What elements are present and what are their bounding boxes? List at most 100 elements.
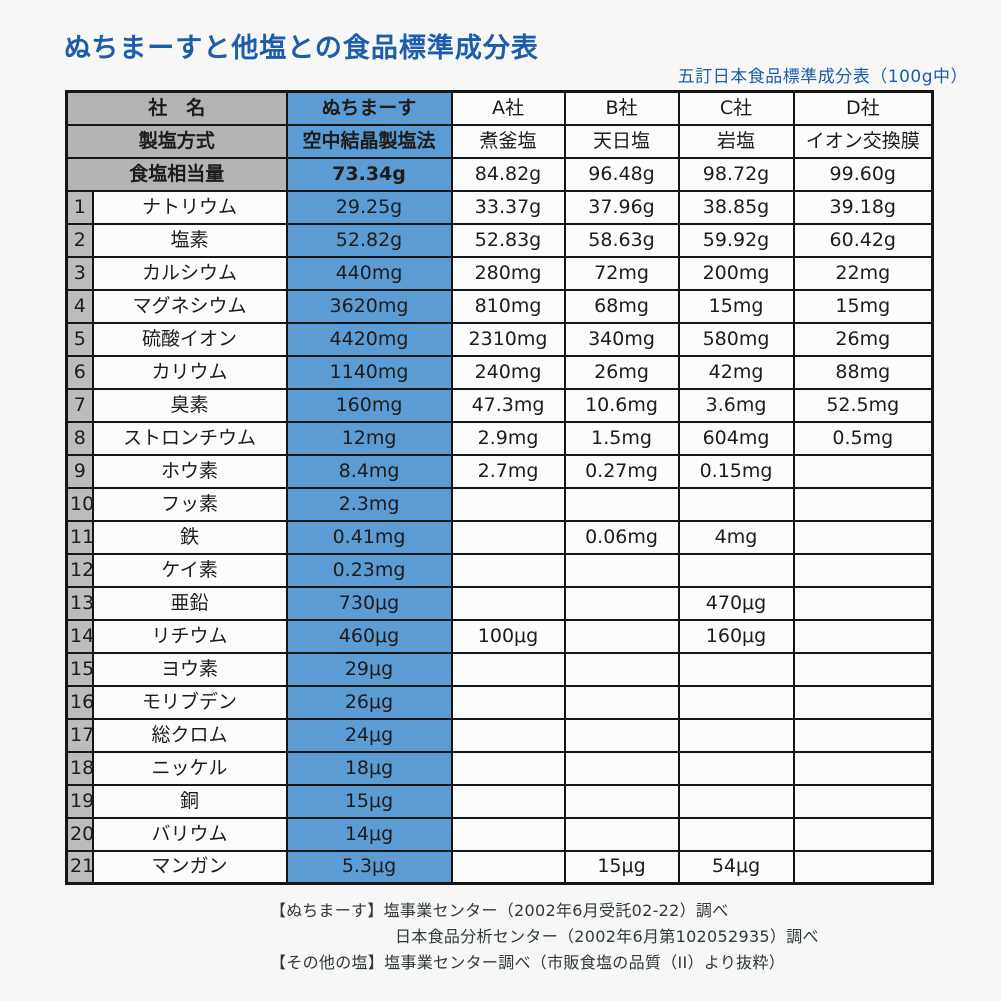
- company-value-cell: [792, 486, 934, 522]
- company-value-cell: 100μg: [450, 618, 566, 654]
- element-name-cell: 鉄: [91, 519, 288, 555]
- row-number-cell: 10: [65, 486, 94, 522]
- company-value-cell: [563, 684, 680, 720]
- table-row: 20 バリウム 14μg: [65, 816, 934, 852]
- company-value-cell: 98.72g: [677, 156, 795, 192]
- company-value-cell: 0.5mg: [792, 420, 934, 456]
- company-value-cell: [792, 849, 934, 885]
- row-number-cell: 5: [65, 321, 94, 357]
- company-value-cell: [563, 585, 680, 621]
- company-value-cell: 60.42g: [792, 222, 934, 258]
- company-value-cell: 33.37g: [450, 189, 566, 225]
- element-name-cell: 総クロム: [91, 717, 288, 753]
- company-value-cell: 580mg: [677, 321, 795, 357]
- company-value-cell: [450, 684, 566, 720]
- row-number-cell: 17: [65, 717, 94, 753]
- composition-table: 社 名ぬちまーす A社 B社 C社 D社 製塩方式 空中結晶製塩法 煮釜塩 天日塩 岩塩 イオン交換…: [65, 90, 935, 885]
- company-value-cell: 10.6mg: [563, 387, 680, 423]
- company-value-cell: [792, 717, 934, 753]
- company-value-cell: 0.27mg: [563, 453, 680, 489]
- row-number-cell: 3: [65, 255, 94, 291]
- company-value-cell: 240mg: [450, 354, 566, 390]
- company-value-cell: 68mg: [563, 288, 680, 324]
- company-value-cell: 38.85g: [677, 189, 795, 225]
- company-value-cell: 200mg: [677, 255, 795, 291]
- company-value-cell: [563, 651, 680, 687]
- element-name-cell: モリブデン: [91, 684, 288, 720]
- company-value-cell: [792, 519, 934, 555]
- element-name-cell: 塩素: [91, 222, 288, 258]
- element-name-cell: ナトリウム: [91, 189, 288, 225]
- nuchimasu-value-cell: 160mg: [285, 387, 453, 423]
- nuchimasu-value-cell: 24μg: [285, 717, 453, 753]
- company-value-cell: 15mg: [677, 288, 795, 324]
- company-value-cell: 天日塩: [563, 123, 680, 159]
- company-value-cell: 42mg: [677, 354, 795, 390]
- company-value-cell: 604mg: [677, 420, 795, 456]
- nuchimasu-value-cell: 15μg: [285, 783, 453, 819]
- header-row: 社 名ぬちまーす A社 B社 C社 D社: [65, 90, 934, 126]
- company-value-cell: [450, 717, 566, 753]
- row-number-cell: 4: [65, 288, 94, 324]
- table-row: 1 ナトリウム 29.25g 33.37g 37.96g 38.85g 39.18g: [65, 189, 934, 225]
- header-row: 食塩相当量 73.34g 84.82g 96.48g 98.72g 99.60g: [65, 156, 934, 192]
- footer-note-line: 【ぬちまーす】塩事業センター（2002年6月受託02-22）調べ: [270, 901, 729, 920]
- row-number-cell: 16: [65, 684, 94, 720]
- company-value-cell: [563, 717, 680, 753]
- table-row: 11 鉄 0.41mg 0.06mg 4mg: [65, 519, 934, 555]
- table-row: 12 ケイ素 0.23mg: [65, 552, 934, 588]
- company-value-cell: 26mg: [792, 321, 934, 357]
- row-number-cell: 8: [65, 420, 94, 456]
- nuchimasu-value-cell: 1140mg: [285, 354, 453, 390]
- nuchimasu-value-cell: 8.4mg: [285, 453, 453, 489]
- table-row: 18 ニッケル 18μg: [65, 750, 934, 786]
- row-number-cell: 9: [65, 453, 94, 489]
- company-value-cell: D社: [792, 90, 934, 126]
- element-name-cell: ニッケル: [91, 750, 288, 786]
- company-value-cell: [677, 717, 795, 753]
- row-number-cell: 6: [65, 354, 94, 390]
- nuchimasu-value-cell: 460μg: [285, 618, 453, 654]
- company-value-cell: 47.3mg: [450, 387, 566, 423]
- company-value-cell: 15μg: [563, 849, 680, 885]
- element-name-cell: バリウム: [91, 816, 288, 852]
- table-row: 21 マンガン 5.3μg 15μg 54μg: [65, 849, 934, 885]
- element-name-cell: ストロンチウム: [91, 420, 288, 456]
- nuchimasu-value-cell: 4420mg: [285, 321, 453, 357]
- element-name-cell: カルシウム: [91, 255, 288, 291]
- table-row: 14 リチウム 460μg 100μg 160μg: [65, 618, 934, 654]
- row-number-cell: 19: [65, 783, 94, 819]
- company-value-cell: B社: [563, 90, 680, 126]
- table-row: 10 フッ素 2.3mg: [65, 486, 934, 522]
- company-value-cell: [677, 552, 795, 588]
- company-value-cell: 52.83g: [450, 222, 566, 258]
- table-row: 6 カリウム 1140mg 240mg 26mg 42mg 88mg: [65, 354, 934, 390]
- company-value-cell: 280mg: [450, 255, 566, 291]
- company-value-cell: [563, 816, 680, 852]
- element-name-cell: マグネシウム: [91, 288, 288, 324]
- company-value-cell: 52.5mg: [792, 387, 934, 423]
- nuchimasu-value-cell: 空中結晶製塩法: [285, 123, 453, 159]
- element-name-cell: ケイ素: [91, 552, 288, 588]
- table-row: 17 総クロム 24μg: [65, 717, 934, 753]
- nuchimasu-value-cell: 730μg: [285, 585, 453, 621]
- table-row: 16 モリブデン 26μg: [65, 684, 934, 720]
- company-value-cell: [792, 618, 934, 654]
- row-number-cell: 2: [65, 222, 94, 258]
- table-row: 8 ストロンチウム 12mg 2.9mg 1.5mg 604mg 0.5mg: [65, 420, 934, 456]
- company-value-cell: 72mg: [563, 255, 680, 291]
- row-number-cell: 18: [65, 750, 94, 786]
- nuchimasu-value-cell: 0.23mg: [285, 552, 453, 588]
- row-number-cell: 11: [65, 519, 94, 555]
- header-row: 製塩方式 空中結晶製塩法 煮釜塩 天日塩 岩塩 イオン交換膜: [65, 123, 934, 159]
- nuchimasu-value-cell: 14μg: [285, 816, 453, 852]
- company-value-cell: A社: [450, 90, 566, 126]
- company-value-cell: [792, 453, 934, 489]
- table-row: 13 亜鉛 730μg 470μg: [65, 585, 934, 621]
- company-value-cell: [563, 783, 680, 819]
- company-value-cell: [450, 585, 566, 621]
- table-row: 5 硫酸イオン 4420mg 2310mg 340mg 580mg 26mg: [65, 321, 934, 357]
- company-value-cell: [792, 651, 934, 687]
- company-value-cell: 3.6mg: [677, 387, 795, 423]
- nuchimasu-value-cell: 5.3μg: [285, 849, 453, 885]
